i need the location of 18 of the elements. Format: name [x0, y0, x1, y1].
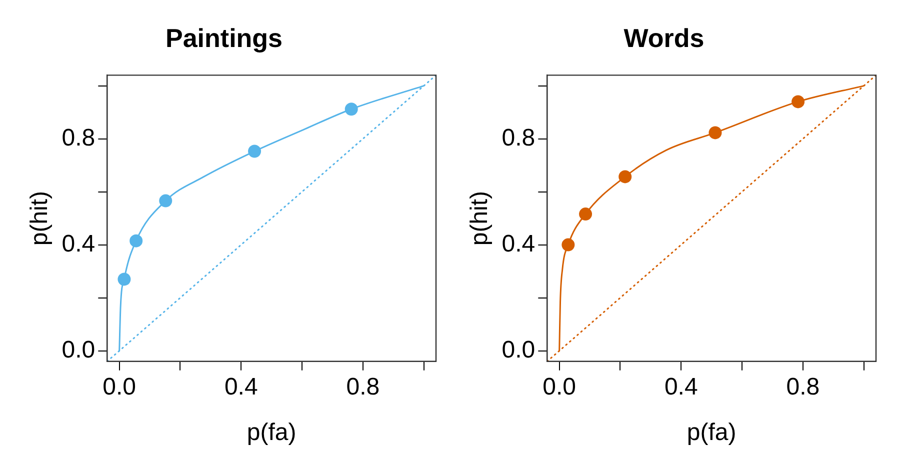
x-tick-label: 0.4	[224, 373, 258, 400]
x-axis-title: p(fa)	[246, 419, 296, 446]
x-axis-title: p(fa)	[686, 419, 736, 446]
y-tick-label: 0.4	[62, 230, 96, 258]
x-tick-label: 0.0	[542, 373, 576, 400]
y-axis-title: p(hit)	[466, 190, 494, 246]
x-tick-label: 0.8	[786, 373, 820, 400]
y-tick-label: 0.8	[62, 124, 96, 152]
chart-title: Paintings	[165, 22, 283, 53]
y-axis-title: p(hit)	[26, 190, 54, 246]
y-tick-label: 0.4	[502, 230, 536, 258]
y-tick-label: 0.8	[502, 124, 536, 152]
x-tick-label: 0.8	[346, 373, 380, 400]
x-tick-label: 0.0	[102, 373, 136, 400]
y-tick-label: 0.0	[502, 336, 536, 364]
x-tick-label: 0.4	[664, 373, 698, 400]
y-tick-label: 0.0	[62, 336, 96, 364]
chart-title: Words	[624, 22, 704, 53]
